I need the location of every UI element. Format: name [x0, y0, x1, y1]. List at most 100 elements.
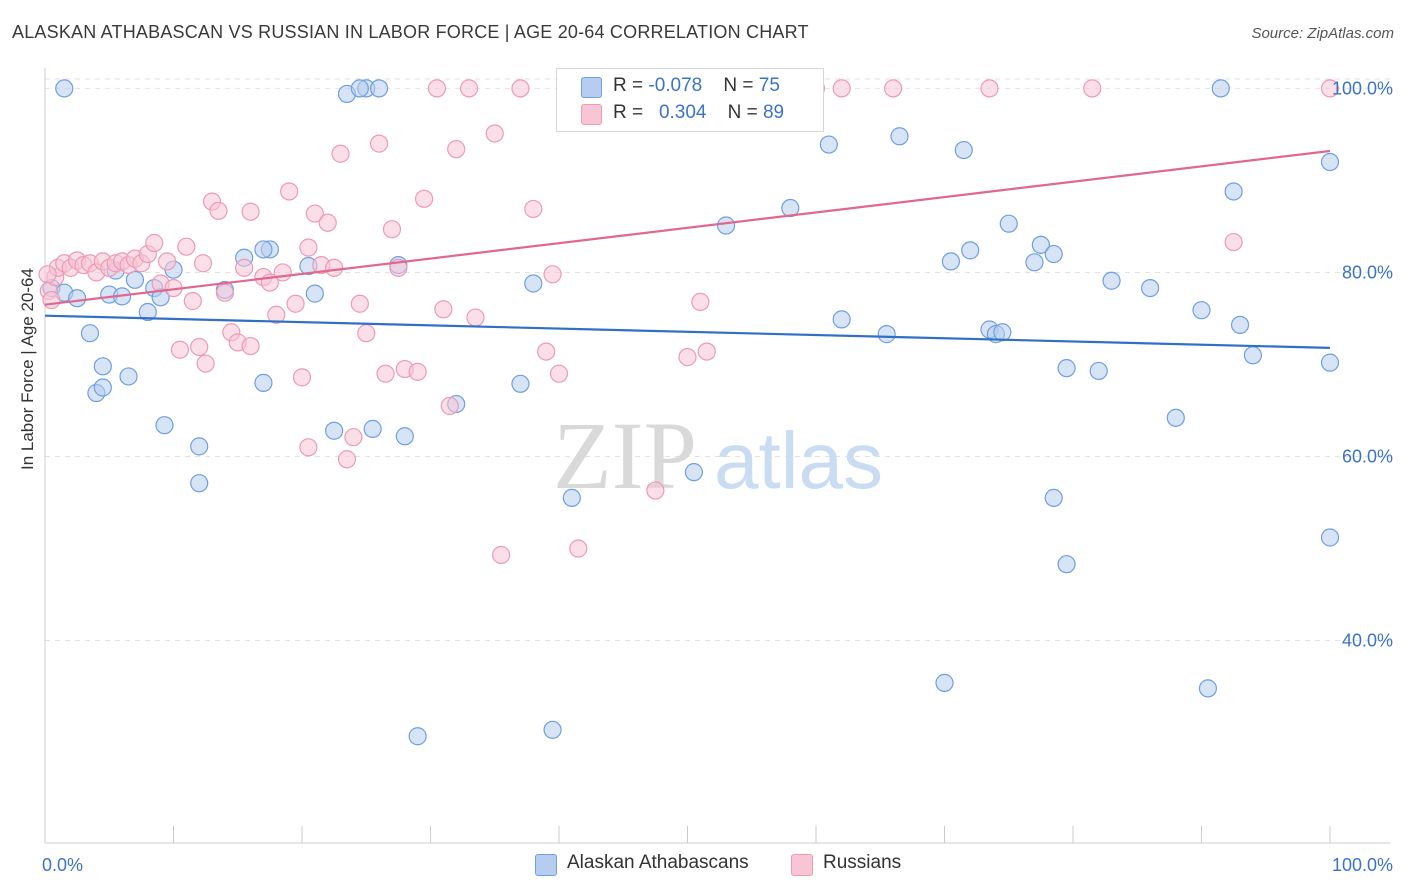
tick-labels: 100.0% 80.0% 60.0% 40.0% 0.0% 100.0%	[42, 78, 1393, 875]
point-athabascan-5	[93, 357, 112, 376]
point-russian-54	[370, 134, 389, 153]
legend-n-value-1: 75	[758, 75, 780, 96]
y-tick-label-1: 80.0%	[1342, 262, 1393, 282]
point-russian-55	[376, 364, 395, 383]
point-athabascan-41	[716, 216, 736, 235]
point-russian-82	[832, 79, 851, 98]
point-russian-62	[434, 300, 453, 319]
point-athabascan-71	[1320, 528, 1340, 547]
axes	[44, 68, 1390, 844]
point-russian-22	[170, 340, 190, 359]
point-athabascan-40	[684, 463, 704, 482]
bottom-legend-swatch-blue	[535, 854, 557, 876]
point-athabascan-70	[1243, 346, 1263, 365]
point-athabascan-65	[1192, 301, 1211, 320]
source-label: Source: ZipAtlas.com	[1251, 25, 1394, 42]
point-athabascan-23	[254, 240, 273, 259]
legend-r-value-1: -0.078	[648, 75, 703, 96]
point-russian-59	[408, 362, 427, 381]
legend-text-athabascan: R = -0.078 N = 75	[613, 75, 780, 97]
point-russian-39	[273, 263, 292, 282]
point-athabascan-66	[1198, 679, 1218, 698]
point-russian-50	[337, 450, 357, 469]
point-russian-84	[980, 79, 999, 98]
point-russian-71	[537, 342, 556, 361]
point-athabascan-38	[543, 720, 562, 739]
point-athabascan-25	[305, 284, 324, 303]
point-russian-61	[427, 79, 447, 98]
point-russian-30	[215, 283, 234, 302]
point-athabascan-33	[395, 427, 414, 446]
legend-r-label-2: R =	[613, 102, 649, 123]
point-athabascan-3	[80, 324, 100, 343]
legend-r-value-2: 0.304	[658, 102, 707, 123]
point-russian-35	[241, 202, 260, 221]
point-athabascan-67	[1211, 79, 1230, 98]
y-tick-label-2: 60.0%	[1342, 447, 1393, 467]
point-athabascan-58	[1044, 488, 1063, 508]
point-athabascan-43	[819, 135, 838, 154]
trend-line-russian	[44, 149, 1331, 306]
legend-swatch-blue	[581, 77, 602, 98]
point-russian-23	[177, 237, 196, 256]
point-russian-65	[459, 79, 479, 98]
point-russian-64	[447, 140, 466, 159]
point-russian-83	[883, 79, 903, 98]
legend-n-label-2: N =	[727, 102, 763, 123]
gridlines	[45, 78, 1390, 642]
point-athabascan-17	[190, 437, 209, 456]
bottom-legend-swatch-pink	[791, 854, 813, 876]
bottom-legend-label-russian: Russians	[823, 852, 902, 873]
point-athabascan-39	[562, 488, 581, 508]
trend-line-athabascan	[44, 314, 1331, 350]
point-athabascan-73	[1320, 152, 1340, 172]
point-russian-69	[511, 79, 530, 98]
point-athabascan-18	[190, 474, 209, 493]
point-athabascan-31	[363, 419, 382, 438]
point-athabascan-55	[1025, 253, 1044, 272]
point-russian-29	[209, 201, 228, 220]
point-athabascan-37	[524, 274, 543, 293]
point-athabascan-50	[961, 241, 980, 260]
point-russian-85	[1083, 79, 1102, 98]
point-athabascan-44	[832, 310, 851, 329]
x-tick-label-0: 0.0%	[42, 855, 83, 875]
point-russian-33	[235, 258, 254, 277]
x-tick-label-1: 100.0%	[1332, 855, 1393, 875]
point-russian-26	[193, 254, 213, 273]
point-russian-76	[678, 348, 697, 367]
legend-swatch-pink	[581, 104, 602, 125]
point-russian-20	[157, 252, 177, 271]
point-athabascan-60	[1057, 555, 1076, 574]
point-athabascan-45	[877, 325, 896, 344]
y-axis-label: In Labor Force | Age 20-64	[18, 268, 37, 470]
point-athabascan-48	[941, 252, 961, 271]
point-russian-41	[286, 294, 305, 313]
point-athabascan-49	[954, 140, 973, 160]
point-athabascan-61	[1089, 361, 1108, 381]
point-russian-63	[440, 396, 459, 415]
point-russian-40	[280, 182, 299, 201]
point-athabascan-68	[1224, 182, 1243, 201]
point-russian-88	[38, 265, 57, 284]
point-russian-48	[325, 258, 344, 277]
point-russian-27	[196, 354, 215, 373]
point-russian-24	[183, 291, 202, 311]
point-russian-67	[485, 124, 504, 143]
point-athabascan-10	[119, 367, 138, 386]
point-russian-18	[145, 233, 164, 253]
point-athabascan-29	[350, 79, 369, 98]
point-athabascan-62	[1102, 271, 1121, 290]
point-athabascan-72	[1320, 353, 1340, 372]
point-russian-38	[267, 305, 286, 324]
legend-n-value-2: 89	[762, 102, 785, 123]
watermark: ZIP atlas	[553, 402, 883, 509]
y-tick-label-3: 40.0%	[1342, 631, 1393, 651]
point-athabascan-64	[1166, 408, 1185, 427]
point-russian-60	[414, 189, 434, 208]
point-athabascan-74	[55, 79, 74, 98]
point-russian-73	[549, 364, 569, 383]
trend-lines	[44, 149, 1331, 350]
point-athabascan-59	[1057, 359, 1076, 378]
